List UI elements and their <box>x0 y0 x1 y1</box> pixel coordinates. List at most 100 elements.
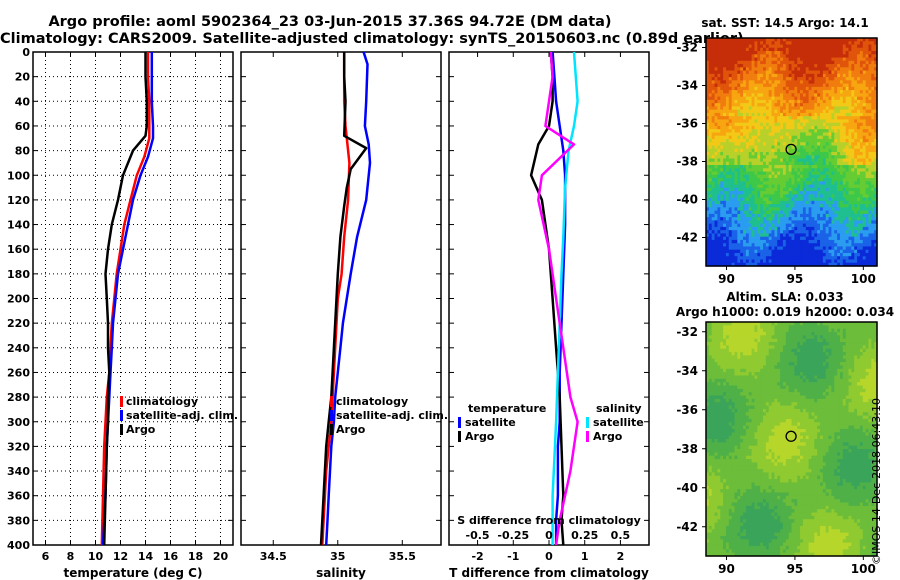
map-cell <box>765 184 770 189</box>
map-cell <box>743 233 747 238</box>
map-cell <box>777 184 781 189</box>
map-cell <box>834 109 838 114</box>
map-cell <box>834 259 838 264</box>
map-cell <box>851 168 855 173</box>
map-cell <box>834 148 838 153</box>
map-cell <box>794 338 798 343</box>
map-cell <box>723 197 727 202</box>
map-cell <box>734 41 738 46</box>
map-cell <box>845 197 850 202</box>
map-cell <box>865 328 870 333</box>
map-cell <box>708 122 713 127</box>
map-cell <box>825 54 830 59</box>
map-cell <box>868 158 872 163</box>
map-cell <box>728 54 733 59</box>
map-cell <box>780 132 784 137</box>
map-cell <box>814 223 818 228</box>
map-cell <box>854 60 858 65</box>
map-cell <box>714 178 718 182</box>
map-cell <box>865 47 870 52</box>
map-x-tick-label: 95 <box>787 272 804 286</box>
map-cell <box>805 145 810 150</box>
map-cell <box>859 54 864 59</box>
map-cell <box>828 119 832 124</box>
map-cell <box>745 168 750 173</box>
map-cell <box>714 129 718 134</box>
map-cell <box>839 328 844 333</box>
map-cell <box>774 259 778 264</box>
map-cell <box>862 171 867 176</box>
map-cell <box>811 256 815 261</box>
map-cell <box>717 178 721 182</box>
map-cell <box>737 38 741 42</box>
map-cell <box>802 322 807 326</box>
map-cell <box>848 200 852 205</box>
map-cell <box>859 338 864 343</box>
map-cell <box>862 38 867 42</box>
map-cell <box>751 152 756 156</box>
map-cell <box>711 57 716 62</box>
map-cell <box>754 60 758 65</box>
map-cell <box>868 103 872 107</box>
map-cell <box>865 243 870 248</box>
map-cell <box>728 210 733 215</box>
map-cell <box>731 152 736 156</box>
map-cell <box>822 239 827 244</box>
legend-label: satellite <box>593 416 644 429</box>
map-cell <box>765 249 770 254</box>
map-cell <box>757 168 761 173</box>
map-cell <box>811 325 815 330</box>
map-cell <box>728 129 733 134</box>
map-cell <box>751 243 756 248</box>
map-cell <box>808 47 813 52</box>
map-cell <box>782 328 787 333</box>
map-cell <box>857 132 861 137</box>
map-cell <box>765 122 770 127</box>
map-cell <box>817 70 821 75</box>
map-cell <box>771 51 775 55</box>
map-cell <box>728 80 733 85</box>
map-cell <box>777 54 781 59</box>
map-cell <box>874 217 878 221</box>
map-cell <box>771 148 775 153</box>
map-cell <box>757 145 761 150</box>
map-x-tick-label: 90 <box>718 272 735 286</box>
map-cell <box>768 226 773 231</box>
map-cell <box>728 239 733 244</box>
map-cell <box>717 47 721 52</box>
map-cell <box>851 178 855 182</box>
map-cell <box>768 210 773 215</box>
map-cell <box>714 116 718 121</box>
map-cell <box>782 38 787 42</box>
map-cell <box>774 220 778 225</box>
map-cell <box>760 70 764 75</box>
map-cell <box>839 161 844 166</box>
map-cell <box>842 325 847 330</box>
map-cell <box>777 109 781 114</box>
map-cell <box>871 47 875 52</box>
map-cell <box>706 103 710 107</box>
map-cell <box>857 256 861 261</box>
map-cell <box>757 174 761 179</box>
map-cell <box>851 171 855 176</box>
map-cell <box>708 230 713 235</box>
map-cell <box>805 80 810 85</box>
map-cell <box>845 138 850 143</box>
map-cell <box>865 60 870 65</box>
map-cell <box>857 220 861 225</box>
map-cell <box>805 73 810 78</box>
map-cell <box>725 103 730 107</box>
map-cell <box>814 109 818 114</box>
map-cell <box>763 67 767 72</box>
map-cell <box>805 328 810 333</box>
map-cell <box>748 191 753 195</box>
sla-map-title-2: Argo h1000: 0.019 h2000: 0.034 <box>675 305 895 319</box>
map-cell <box>754 197 758 202</box>
map-cell <box>771 70 775 75</box>
map-cell <box>737 54 741 59</box>
map-cell <box>763 236 767 241</box>
map-cell <box>720 112 724 117</box>
map-cell <box>797 57 801 62</box>
map-cell <box>837 145 841 150</box>
map-cell <box>794 325 798 330</box>
